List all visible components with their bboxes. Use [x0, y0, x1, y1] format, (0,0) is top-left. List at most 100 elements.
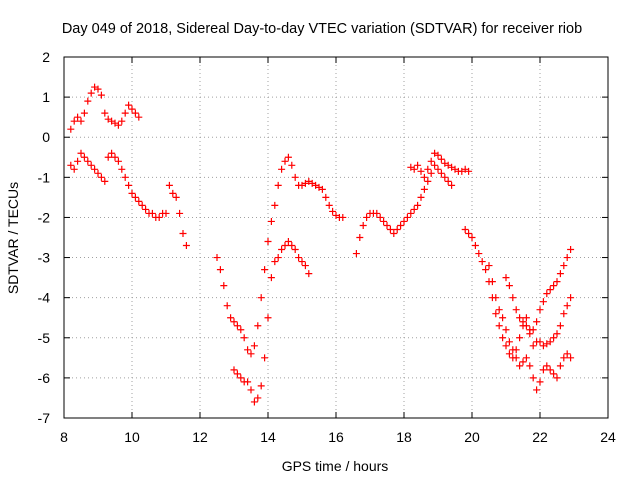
- data-point: [301, 262, 309, 270]
- data-point: [536, 306, 544, 314]
- data-point: [533, 318, 541, 326]
- data-point: [97, 173, 105, 181]
- data-point: [526, 362, 534, 370]
- data-point: [556, 362, 564, 370]
- x-tick-label: 14: [260, 429, 276, 445]
- data-point: [526, 330, 534, 338]
- data-point: [322, 193, 330, 201]
- data-point: [414, 161, 422, 169]
- data-point: [70, 117, 78, 125]
- data-point: [84, 157, 92, 165]
- series-group: [213, 153, 347, 358]
- data-point: [437, 169, 445, 177]
- data-point: [499, 314, 507, 322]
- data-point: [363, 213, 371, 221]
- data-point: [264, 314, 272, 322]
- y-tick-label: -7: [38, 410, 51, 426]
- data-point: [271, 201, 279, 209]
- x-tick-label: 8: [60, 429, 68, 445]
- data-point: [131, 109, 139, 117]
- data-point: [233, 370, 241, 378]
- data-point: [539, 366, 547, 374]
- data-point: [101, 109, 109, 117]
- data-point: [169, 189, 177, 197]
- data-point: [512, 306, 520, 314]
- data-point: [240, 334, 248, 342]
- data-point: [247, 386, 255, 394]
- data-point: [148, 209, 156, 217]
- data-point: [529, 374, 537, 382]
- data-point: [465, 167, 473, 175]
- data-point: [420, 185, 428, 193]
- data-point: [424, 177, 432, 185]
- data-point: [288, 242, 296, 250]
- data-point: [403, 213, 411, 221]
- data-point: [529, 342, 537, 350]
- data-point: [522, 322, 530, 330]
- data-point: [291, 173, 299, 181]
- data-point: [77, 117, 85, 125]
- data-point: [502, 342, 510, 350]
- data-point: [495, 322, 503, 330]
- series-group: [352, 161, 456, 258]
- y-tick-label: -5: [38, 330, 51, 346]
- data-point: [261, 354, 269, 362]
- data-point: [550, 334, 558, 342]
- data-point: [386, 225, 394, 233]
- data-point: [475, 250, 483, 258]
- data-point: [380, 217, 388, 225]
- data-point: [135, 197, 143, 205]
- data-point: [281, 157, 289, 165]
- data-point: [138, 201, 146, 209]
- data-point: [376, 213, 384, 221]
- data-point: [295, 254, 303, 262]
- data-point: [128, 189, 136, 197]
- data-point: [244, 378, 252, 386]
- data-point: [546, 366, 554, 374]
- y-tick-label: 0: [42, 129, 50, 145]
- data-point: [162, 209, 170, 217]
- data-point: [553, 374, 561, 382]
- data-point: [373, 209, 381, 217]
- data-point: [543, 362, 551, 370]
- data-point: [352, 250, 360, 258]
- y-tick-label: -2: [38, 209, 51, 225]
- data-point: [220, 282, 228, 290]
- data-point: [492, 294, 500, 302]
- x-tick-label: 18: [396, 429, 412, 445]
- data-point: [519, 318, 527, 326]
- grid: [64, 57, 608, 418]
- data-point: [172, 193, 180, 201]
- data-point: [499, 334, 507, 342]
- data-point: [233, 322, 241, 330]
- series-group: [407, 149, 473, 181]
- data-point: [271, 258, 279, 266]
- data-point: [261, 266, 269, 274]
- data-point: [522, 354, 530, 362]
- data-point: [410, 165, 418, 173]
- data-point: [97, 91, 105, 99]
- data-point: [135, 113, 143, 121]
- data-point: [414, 201, 422, 209]
- data-point: [257, 382, 265, 390]
- data-point: [114, 121, 122, 129]
- data-point: [407, 209, 415, 217]
- data-point: [560, 262, 568, 270]
- data-point: [118, 117, 126, 125]
- data-point: [318, 185, 326, 193]
- series-group: [165, 181, 190, 250]
- y-tick-label: -6: [38, 370, 51, 386]
- data-point: [390, 229, 398, 237]
- data-point: [288, 161, 296, 169]
- data-point: [91, 165, 99, 173]
- data-point: [397, 221, 405, 229]
- x-tick-label: 12: [192, 429, 208, 445]
- data-point: [80, 109, 88, 117]
- data-point: [216, 266, 224, 274]
- data-point: [230, 366, 238, 374]
- data-point: [284, 238, 292, 246]
- data-point: [70, 165, 78, 173]
- data-point: [325, 201, 333, 209]
- data-point: [114, 157, 122, 165]
- series-group: [67, 83, 143, 133]
